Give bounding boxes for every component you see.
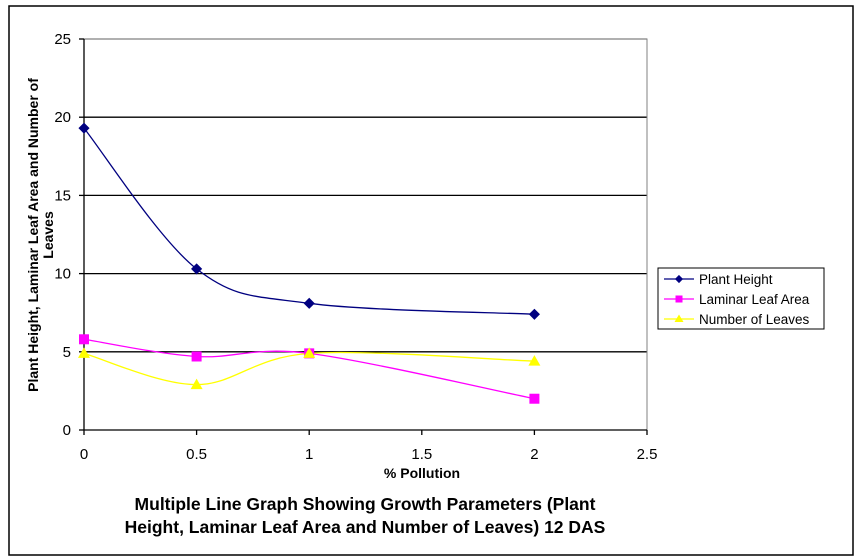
data-point-number-of-leaves xyxy=(78,347,90,358)
data-point-plant-height xyxy=(78,122,90,134)
legend-marker-triangle xyxy=(674,314,684,322)
y-tick-label: 10 xyxy=(54,266,71,283)
legend-label: Laminar Leaf Area xyxy=(699,292,810,307)
series-line-laminar-leaf-area xyxy=(83,338,535,400)
x-tick-label: 0 xyxy=(80,446,88,463)
y-axis-title-line-2: Leaves xyxy=(40,211,56,259)
x-tick-label: 1 xyxy=(305,446,313,463)
y-tick-label: 5 xyxy=(63,344,71,361)
y-tick-label: 15 xyxy=(54,187,71,204)
x-tick-label: 0.5 xyxy=(186,446,207,463)
legend-item-plant-height: Plant Height xyxy=(664,272,773,287)
x-tick-label: 1.5 xyxy=(411,446,432,463)
legend-label: Number of Leaves xyxy=(699,312,810,327)
legend: Plant Height Laminar Leaf Area Number of L… xyxy=(657,267,825,330)
data-point-plant-height xyxy=(303,297,315,309)
data-point-number-of-leaves xyxy=(303,347,316,358)
axes xyxy=(79,38,648,435)
x-tick-labels: 0 0.5 1 1.5 2 2.5 xyxy=(80,446,658,463)
y-tick-label: 0 xyxy=(63,422,71,439)
y-tick-labels: 0 5 10 15 20 25 xyxy=(54,31,71,439)
data-point-laminar-leaf-area xyxy=(529,393,540,404)
data-point-number-of-leaves xyxy=(190,378,203,390)
x-tick-label: 2.5 xyxy=(637,446,658,463)
legend-marker-diamond xyxy=(674,274,684,284)
y-tick-label: 25 xyxy=(54,31,71,48)
legend-item-laminar-leaf-area: Laminar Leaf Area xyxy=(664,292,810,307)
y-axis-title: Plant Height, Laminar Leaf Area and Numb… xyxy=(25,78,56,392)
legend-marker-square xyxy=(675,295,683,303)
data-point-plant-height xyxy=(528,308,540,320)
chart-title-line-2: Height, Laminar Leaf Area and Number of … xyxy=(125,517,606,537)
series-line-number-of-leaves xyxy=(83,351,535,386)
legend-item-number-of-leaves: Number of Leaves xyxy=(664,312,810,327)
series-line-plant-height xyxy=(83,127,535,315)
chart-title-line-1: Multiple Line Graph Showing Growth Param… xyxy=(135,494,596,514)
x-tick-label: 2 xyxy=(530,446,538,463)
data-point-number-of-leaves xyxy=(528,355,541,366)
y-axis-title-line-1: Plant Height, Laminar Leaf Area and Numb… xyxy=(25,78,41,392)
series-markers xyxy=(78,122,541,404)
data-point-laminar-leaf-area xyxy=(79,334,89,345)
data-point-plant-height xyxy=(191,263,203,275)
legend-label: Plant Height xyxy=(699,272,773,287)
series-lines xyxy=(83,127,535,400)
y-tick-label: 20 xyxy=(54,109,71,126)
x-axis-title: % Pollution xyxy=(384,465,460,481)
data-point-laminar-leaf-area xyxy=(191,351,202,362)
